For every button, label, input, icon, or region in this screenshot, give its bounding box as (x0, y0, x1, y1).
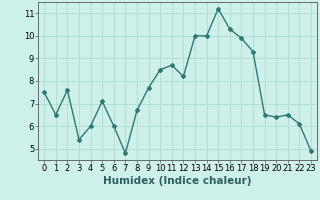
X-axis label: Humidex (Indice chaleur): Humidex (Indice chaleur) (103, 176, 252, 186)
